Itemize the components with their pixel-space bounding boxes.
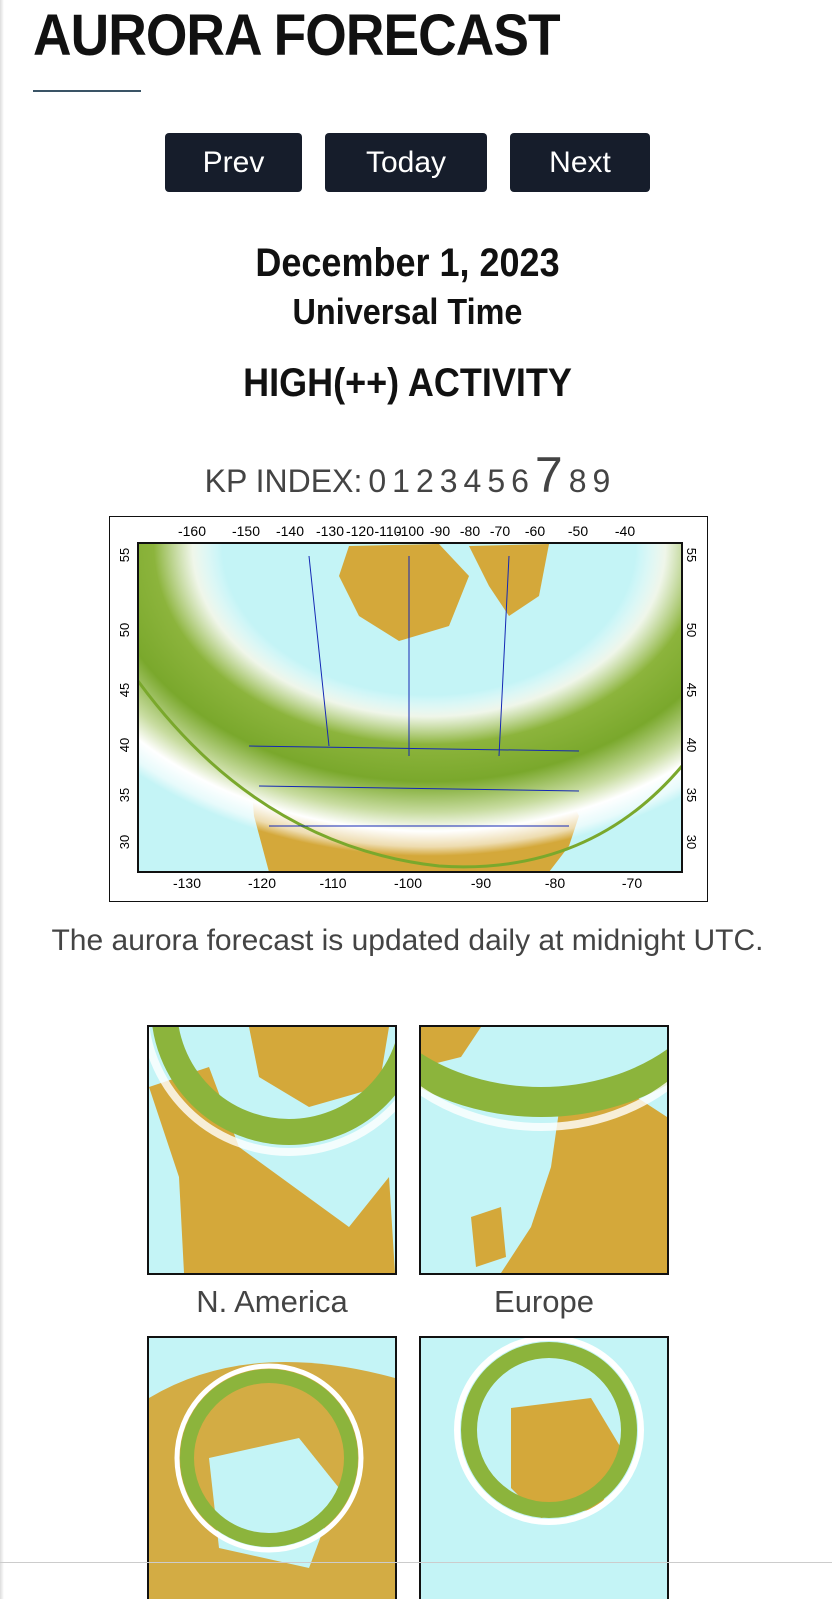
map-top-label: -60 <box>525 523 545 539</box>
map-right-label: 55 <box>684 548 699 562</box>
kp-level: 6 <box>511 463 529 499</box>
time-basis: Universal Time <box>292 291 523 332</box>
kp-level: 1 <box>392 463 410 499</box>
europe-thumbnail[interactable] <box>419 1025 669 1275</box>
map-bottom-label: -130 <box>173 875 201 891</box>
map-right-label: 35 <box>684 788 699 802</box>
north-pole-thumbnail[interactable] <box>147 1336 397 1599</box>
region-label: Europe <box>494 1284 594 1319</box>
kp-level: 5 <box>487 463 506 499</box>
kp-level: 3 <box>439 463 458 499</box>
kp-level: 9 <box>592 463 611 499</box>
map-bottom-label: -100 <box>394 875 422 891</box>
map-top-label: -70 <box>490 523 510 539</box>
map-right-label: 45 <box>684 683 699 697</box>
map-bottom-label: -110 <box>320 875 347 891</box>
map-right-label: 30 <box>684 835 699 849</box>
map-top-label: -40 <box>615 523 635 539</box>
map-top-label: -100 <box>396 523 424 539</box>
kp-level: 8 <box>568 463 587 499</box>
map-bottom-label: -70 <box>622 875 642 891</box>
map-top-label: -150 <box>232 523 260 539</box>
map-top-label: -110 <box>375 523 402 539</box>
map-top-label: -120 <box>346 523 374 539</box>
region-label: N. America <box>196 1284 348 1319</box>
kp-level: 4 <box>463 463 482 499</box>
map-left-label: 40 <box>117 738 132 752</box>
page-title: AURORA FORECAST <box>33 3 561 68</box>
map-right-label: 50 <box>684 623 699 637</box>
activity-level: HIGH(++) ACTIVITY <box>243 361 572 405</box>
kp-level: 7 <box>534 447 563 503</box>
prev-button[interactable]: Prev <box>165 133 302 192</box>
forecast-map: -160 -150 -140 -130 -120 -110-100 -90 -80 -70 -60… <box>109 516 708 902</box>
map-top-label: -80 <box>460 523 480 539</box>
map-left-label: 30 <box>117 835 132 849</box>
today-button[interactable]: Today <box>325 133 487 192</box>
kp-index: KP INDEX: 0 1 2 3 4 5 6 7 8 9 <box>0 446 815 504</box>
map-top-label: -160 <box>178 523 206 539</box>
map-bottom-label: -120 <box>248 875 276 891</box>
update-note: The aurora forecast is updated daily at … <box>51 924 764 957</box>
map-bottom-label: -90 <box>471 875 491 891</box>
n-america-thumbnail[interactable] <box>147 1025 397 1275</box>
map-left-label: 35 <box>117 788 132 802</box>
map-top-label: -90 <box>430 523 450 539</box>
map-top-label: -50 <box>568 523 588 539</box>
map-right-label: 40 <box>684 738 699 752</box>
kp-level: 2 <box>415 463 434 499</box>
map-top-label: -130 <box>316 523 344 539</box>
south-pole-thumbnail[interactable] <box>419 1336 669 1599</box>
map-image <box>138 543 682 872</box>
title-underline <box>33 90 141 92</box>
next-button[interactable]: Next <box>510 133 650 192</box>
kp-label: KP INDEX: <box>204 463 363 499</box>
forecast-date: December 1, 2023 <box>255 241 560 285</box>
map-top-label: -140 <box>276 523 304 539</box>
map-left-label: 45 <box>117 683 132 697</box>
kp-level: 0 <box>368 463 387 499</box>
map-left-label: 50 <box>117 623 132 637</box>
map-bottom-label: -80 <box>545 875 565 891</box>
bottom-border <box>0 1562 832 1563</box>
map-left-label: 55 <box>117 548 132 562</box>
